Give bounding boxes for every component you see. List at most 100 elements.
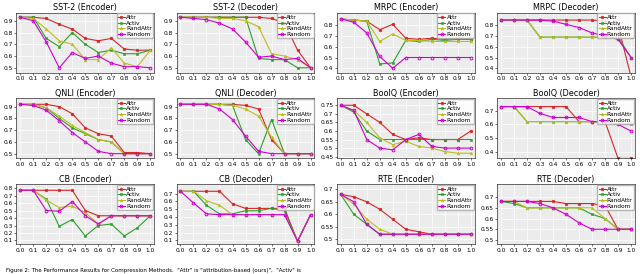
Random (228, 27, 236, 31)
Activ (42, 37, 50, 40)
Activ (510, 202, 518, 205)
RandAttr (17, 16, 24, 19)
Activ (281, 209, 289, 212)
Attr (255, 207, 262, 210)
RandAttr (134, 214, 141, 217)
Activ (134, 152, 141, 155)
Attr (95, 132, 102, 135)
Random (415, 133, 422, 136)
Attr (281, 21, 289, 25)
RandAttr (549, 206, 557, 210)
Activ (497, 18, 505, 22)
Attr (536, 18, 544, 22)
RandAttr (523, 206, 531, 210)
Title: RTE (Decoder): RTE (Decoder) (538, 175, 595, 184)
Attr (120, 151, 128, 154)
Activ (56, 225, 63, 228)
Activ (549, 120, 557, 123)
Activ (307, 152, 314, 155)
Attr (376, 121, 383, 124)
Attr (497, 18, 505, 22)
RandAttr (147, 214, 154, 217)
Title: SST-2 (Encoder): SST-2 (Encoder) (53, 4, 117, 13)
Attr (42, 103, 50, 106)
Random (363, 31, 371, 35)
RandAttr (17, 103, 24, 106)
RandAttr (294, 58, 301, 61)
Line: Activ: Activ (500, 200, 632, 231)
Random (376, 55, 383, 58)
RandAttr (228, 104, 236, 107)
Attr (228, 202, 236, 206)
Activ (363, 19, 371, 23)
Attr (562, 18, 570, 22)
RandAttr (536, 36, 544, 39)
Attr (415, 38, 422, 41)
Activ (307, 213, 314, 216)
Random (467, 233, 475, 236)
Attr (189, 190, 197, 193)
Line: Random: Random (179, 190, 312, 242)
Attr (281, 152, 289, 155)
Activ (81, 43, 89, 46)
RandAttr (627, 120, 635, 123)
Attr (268, 207, 275, 210)
RandAttr (549, 36, 557, 39)
RandAttr (441, 233, 449, 236)
RandAttr (281, 55, 289, 58)
Activ (203, 204, 211, 207)
Line: Random: Random (19, 189, 152, 226)
Activ (134, 52, 141, 55)
Attr (389, 23, 397, 26)
Activ (562, 36, 570, 39)
Random (177, 190, 184, 193)
Line: Attr: Attr (179, 103, 312, 155)
RandAttr (203, 199, 211, 202)
Line: Activ: Activ (19, 103, 152, 155)
RandAttr (510, 105, 518, 108)
RandAttr (562, 36, 570, 39)
Activ (441, 233, 449, 236)
Attr (189, 103, 197, 106)
Activ (120, 234, 128, 238)
Random (120, 152, 128, 155)
Activ (536, 206, 544, 210)
Line: Attr: Attr (19, 189, 152, 217)
Activ (454, 233, 461, 236)
Attr (228, 103, 236, 106)
Attr (627, 157, 635, 160)
Attr (147, 48, 154, 52)
Line: Attr: Attr (339, 193, 472, 236)
Random (337, 193, 344, 196)
Attr (523, 105, 531, 108)
Attr (216, 190, 223, 193)
RandAttr (337, 193, 344, 196)
Activ (228, 16, 236, 19)
RandAttr (268, 136, 275, 139)
Random (467, 56, 475, 59)
RandAttr (627, 228, 635, 231)
Random (42, 209, 50, 212)
Line: Activ: Activ (500, 19, 632, 59)
RandAttr (376, 228, 383, 231)
Attr (562, 202, 570, 205)
Attr (268, 138, 275, 141)
Line: Attr: Attr (179, 16, 312, 69)
Line: RandAttr: RandAttr (339, 193, 472, 236)
Attr (108, 37, 115, 40)
Random (389, 148, 397, 152)
RandAttr (363, 218, 371, 221)
Activ (189, 190, 197, 193)
Activ (467, 233, 475, 236)
RandAttr (588, 120, 596, 123)
Random (120, 65, 128, 68)
Activ (189, 16, 197, 19)
Random (120, 214, 128, 217)
Attr (242, 104, 250, 107)
Line: Random: Random (339, 193, 472, 236)
Attr (108, 214, 115, 217)
Activ (523, 18, 531, 22)
Attr (216, 103, 223, 106)
Random (29, 19, 37, 22)
Activ (389, 138, 397, 141)
